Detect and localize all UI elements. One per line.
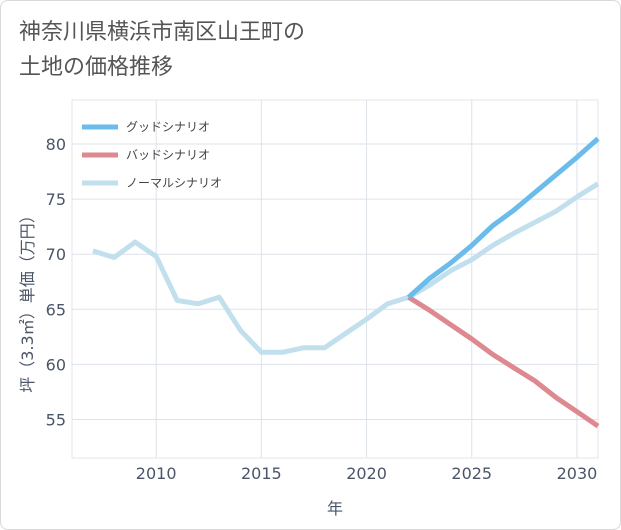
y-tick-label: 70 [46, 245, 66, 264]
chart-title: 神奈川県横浜市南区山王町の 土地の価格推移 [19, 15, 305, 85]
y-tick-label: 75 [46, 190, 66, 209]
x-tick-label: 2025 [451, 464, 492, 483]
chart-title-line1: 神奈川県横浜市南区山王町の [19, 20, 306, 45]
legend-label-0: グッドシナリオ [126, 120, 210, 134]
legend-label-2: ノーマルシナリオ [126, 176, 222, 190]
series-line-1 [407, 295, 600, 429]
y-tick-label: 65 [46, 300, 66, 319]
series-line-0 [406, 136, 600, 300]
y-tick-label: 55 [46, 410, 66, 429]
x-tick-label: 2020 [346, 464, 387, 483]
y-axis-label: 坪（3.3㎡）単価（万円） [18, 207, 37, 392]
x-tick-label: 2015 [241, 464, 282, 483]
x-tick-label: 2010 [136, 464, 177, 483]
legend-label-1: バッドシナリオ [126, 148, 210, 162]
y-tick-label: 60 [46, 355, 66, 374]
chart-title-line2: 土地の価格推移 [19, 55, 174, 80]
plot-area [71, 99, 599, 459]
y-tick-label: 80 [46, 135, 66, 154]
series-line-2 [92, 181, 600, 355]
y-axis-ticks: 55 60 65 70 75 80 [46, 135, 66, 429]
x-tick-label: 2030 [557, 464, 598, 483]
x-axis-ticks: 2010 2015 2020 2025 2030 [136, 464, 598, 483]
x-axis-label: 年 [327, 499, 343, 518]
series-lines [92, 136, 600, 429]
